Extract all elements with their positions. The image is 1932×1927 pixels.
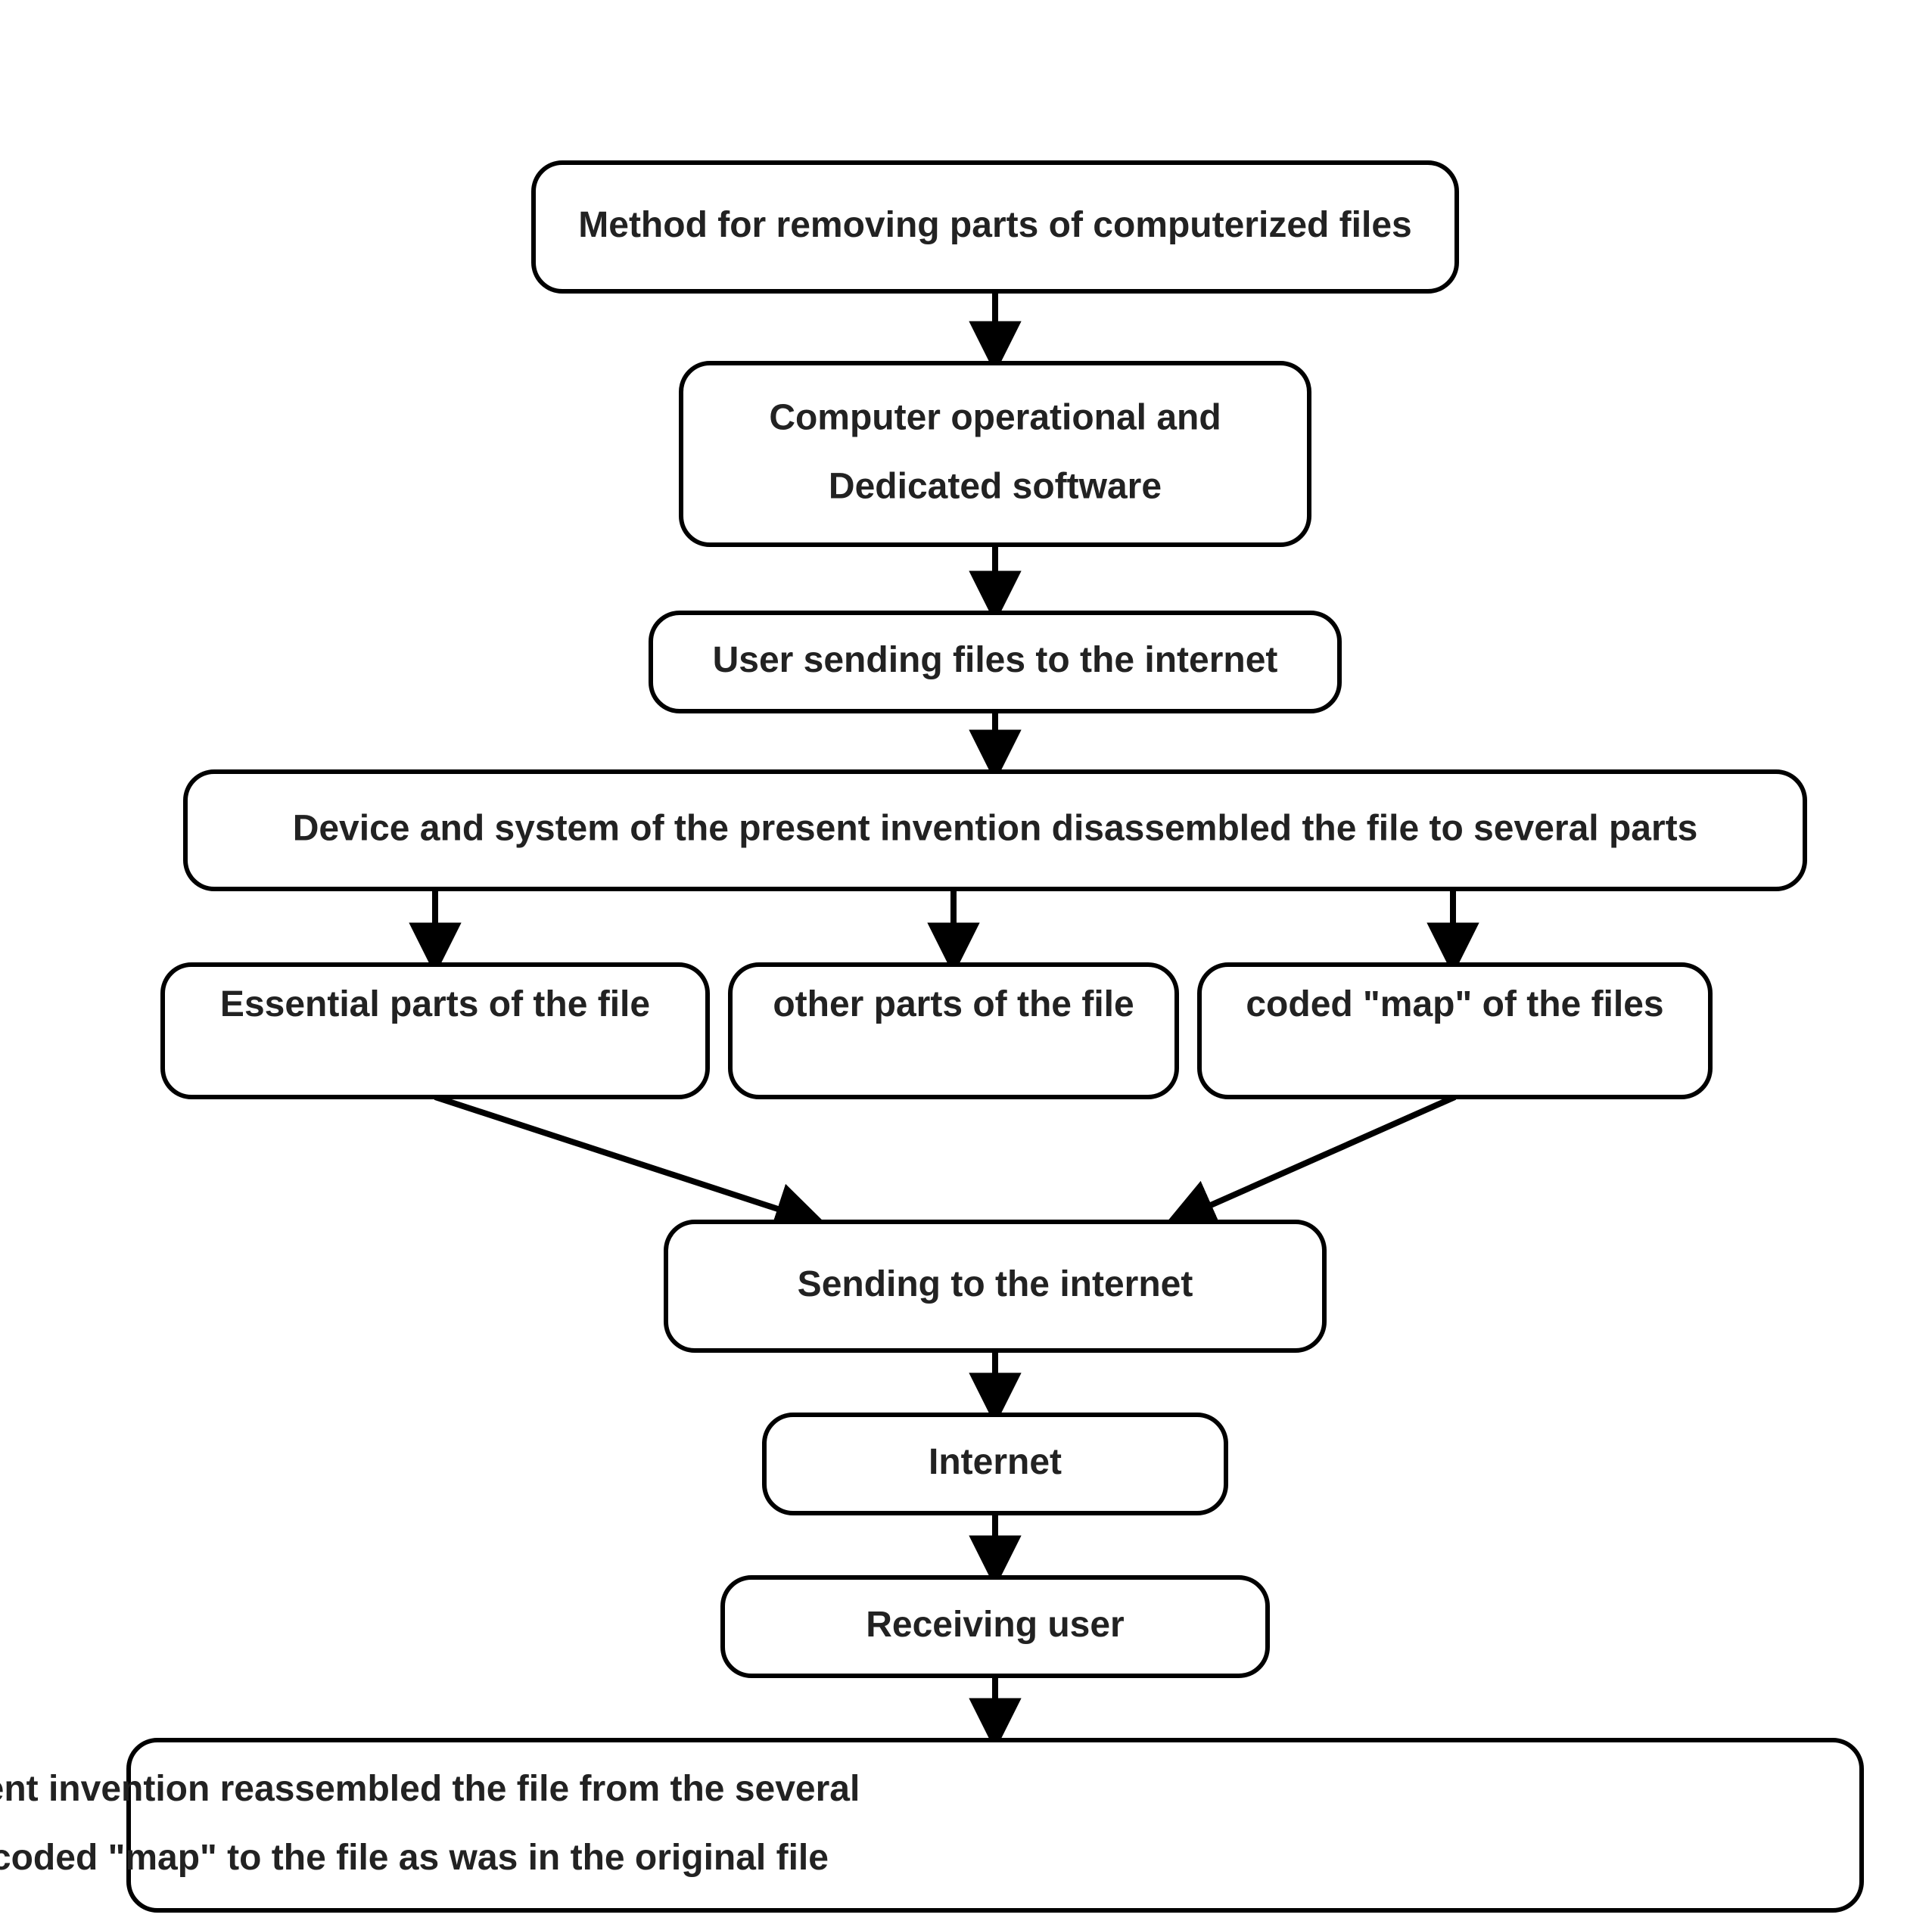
flow-node-label: other parts of the file [773, 984, 1134, 1024]
flow-node-n4: Device and system of the present inventi… [185, 772, 1805, 889]
flow-node-label: User sending files to the internet [713, 640, 1278, 680]
flow-node-label: coded "map" of the files [1246, 984, 1663, 1024]
flow-node-n9: Internet [764, 1415, 1226, 1513]
flow-node-n8: Sending to the internet [666, 1222, 1324, 1350]
flow-node-label: parts: Essential part and the coded "map… [0, 1838, 829, 1878]
flow-node-label: Computer operational and [769, 397, 1221, 437]
flow-node-n3: User sending files to the internet [651, 613, 1339, 711]
flow-node-n5: Essential parts of the file [163, 965, 708, 1097]
flow-node-n2: Computer operational and Dedicated softwa… [681, 363, 1309, 545]
flow-node-label: Receiving user [866, 1605, 1124, 1645]
flow-node-n11: Device and system of the present inventi… [0, 1740, 1862, 1910]
flow-node-label: Essential parts of the file [220, 984, 650, 1024]
flow-node-label: Dedicated software [829, 466, 1162, 506]
flow-node-n6: other parts of the file [730, 965, 1177, 1097]
flow-edge [1173, 1097, 1455, 1222]
flowchart: Method for removing parts of computerize… [0, 0, 1932, 1927]
flow-edge [435, 1097, 817, 1222]
flow-node-n1: Method for removing parts of computerize… [534, 163, 1457, 291]
flow-node-n7: coded "map" of the files [1199, 965, 1710, 1097]
flow-node-label: Sending to the internet [798, 1264, 1193, 1304]
flow-node-label: Internet [929, 1442, 1062, 1482]
flow-node-label: Device and system of the present inventi… [293, 808, 1698, 848]
flow-node-n10: Receiving user [723, 1577, 1268, 1676]
flow-node-label: Device and system of the present inventi… [0, 1769, 860, 1809]
flow-node-label: Method for removing parts of computerize… [578, 205, 1411, 245]
